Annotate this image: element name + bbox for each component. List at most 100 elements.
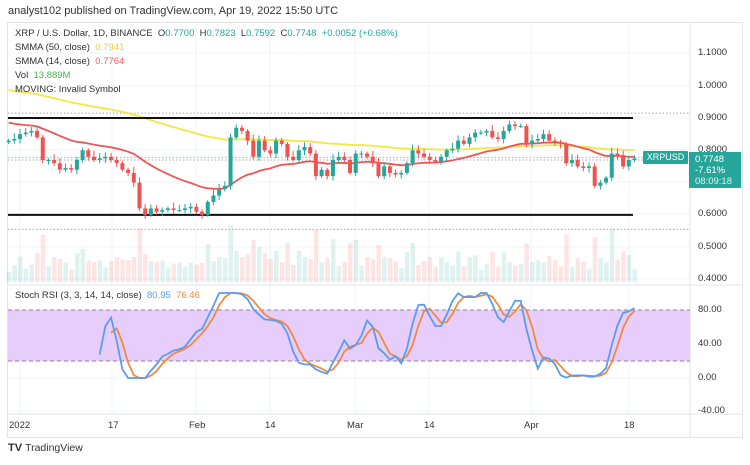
candle (234, 127, 239, 138)
bar-countdown: 08:09:18 (695, 176, 732, 187)
candle (63, 168, 68, 170)
candle (535, 138, 540, 141)
volume-bar (456, 251, 461, 282)
candle (416, 150, 421, 154)
smma14-legend[interactable]: SMMA (14, close) 0.7764 (15, 56, 124, 67)
candle (211, 195, 216, 202)
volume-bar (251, 240, 256, 282)
volume-legend[interactable]: Vol 13.889M (15, 70, 70, 81)
stoch-rsi-legend[interactable]: Stoch RSI (3, 3, 14, 14, close) 80.95 76… (15, 290, 200, 301)
volume-bar (319, 262, 325, 282)
candle (427, 156, 432, 160)
volume-bar (183, 266, 188, 282)
volume-bar (103, 267, 108, 282)
candle (626, 159, 631, 167)
volume-bar (217, 257, 222, 282)
smma50-value: 0.7941 (95, 42, 125, 53)
volume-bar (535, 260, 541, 282)
candle (74, 159, 79, 170)
moving-legend[interactable]: MOVING: Invalid Symbol (15, 84, 121, 95)
candle (131, 172, 136, 183)
volume-bar (23, 268, 29, 282)
candle (86, 150, 91, 157)
candle (245, 130, 250, 141)
volume-bar (97, 260, 103, 282)
volume-bar (530, 262, 535, 282)
volume-bar (393, 261, 399, 282)
stoch-rsi-label: Stoch RSI (3, 3, 14, 14, close) (15, 290, 142, 301)
candle (69, 168, 74, 170)
time-tick: Feb (189, 420, 206, 431)
volume-bar (194, 264, 199, 282)
candle (410, 150, 415, 164)
volume-bar (57, 259, 63, 282)
candle (251, 140, 256, 157)
candle (609, 153, 614, 178)
volume-bar (484, 263, 490, 282)
candle (348, 159, 353, 173)
volume-bar (632, 269, 638, 282)
candle (592, 166, 597, 186)
volume-bar (558, 266, 564, 282)
candle (279, 140, 284, 144)
tradingview-logo[interactable]: TV TradingView (8, 442, 83, 454)
rsi-tick: 40.00 (698, 338, 722, 349)
volume-bar (302, 257, 307, 282)
time-tick: 14 (265, 420, 276, 431)
candle (97, 158, 102, 160)
candle (188, 206, 193, 209)
candle (91, 156, 96, 160)
candle (404, 163, 409, 173)
volume-bar (262, 253, 268, 282)
candle (376, 163, 381, 177)
candle (598, 182, 603, 186)
volume-bar (587, 268, 592, 282)
volume-bar (410, 243, 416, 282)
volume-bar (200, 263, 205, 282)
time-tick: 18 (624, 420, 635, 431)
volume-bar (268, 259, 273, 282)
candle (507, 124, 512, 131)
candle (18, 134, 22, 139)
candle (478, 132, 483, 134)
volume-bar (501, 252, 507, 282)
candle (268, 150, 273, 154)
volume-bar (160, 260, 165, 282)
volume-bar (114, 257, 120, 282)
volume-bar (171, 263, 177, 282)
candle (80, 150, 85, 160)
volume-bar (552, 259, 558, 282)
volume-bar (450, 265, 455, 282)
time-tick: 14 (424, 420, 435, 431)
volume-bar (604, 262, 609, 282)
candle (319, 169, 324, 177)
time-tick: 2022 (9, 420, 31, 431)
volume-bar (35, 253, 40, 282)
tradingview-logo-icon: TV (8, 442, 23, 454)
candle (274, 140, 279, 154)
price-tick: 0.5000 (698, 241, 728, 252)
high-label: H (199, 28, 207, 39)
volume-bar (63, 262, 69, 282)
volume-bar (74, 253, 80, 282)
smma50-legend[interactable]: SMMA (50, close) 0.7941 (15, 42, 124, 53)
rsi-tick: 80.00 (698, 304, 722, 315)
candle (444, 150, 449, 157)
volume-bar (507, 262, 512, 282)
low-label: L (240, 28, 247, 39)
volume-bar (427, 257, 433, 282)
price-tick: 1.1000 (698, 47, 728, 58)
candle (336, 156, 341, 160)
candle (399, 172, 404, 175)
symbol-name[interactable]: XRP / U.S. Dollar, 1D, BINANCE (15, 28, 153, 39)
candle (530, 140, 535, 144)
candle (501, 130, 506, 139)
volume-bar (143, 254, 148, 282)
candle (239, 127, 244, 131)
volume-bar (165, 267, 171, 282)
volume-bar (325, 258, 330, 282)
candle (587, 166, 591, 169)
price-tick: 0.4000 (698, 273, 728, 284)
volume-bar (274, 251, 279, 282)
